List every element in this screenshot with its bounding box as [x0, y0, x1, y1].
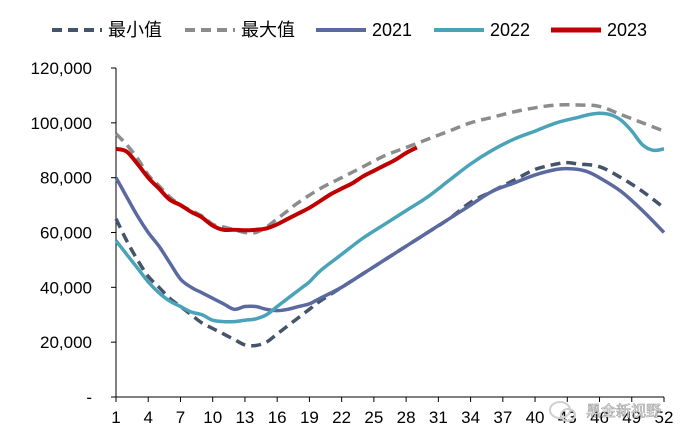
x-tick-label: 1 — [111, 408, 120, 427]
x-tick-label: 13 — [235, 408, 254, 427]
chart-series — [114, 103, 666, 348]
x-tick-label: 4 — [144, 408, 153, 427]
x-tick-label: 46 — [590, 408, 609, 427]
legend-label-最小值: 最小值 — [108, 20, 162, 40]
watermark-text: 黑金新视野 — [586, 402, 661, 420]
y-tick-label: 20,000 — [40, 333, 92, 352]
y-tick-label: 100,000 — [31, 114, 92, 133]
y-tick-label: - — [86, 388, 92, 407]
x-tick-label: 25 — [364, 408, 383, 427]
watermark: 黑金新视野 — [549, 401, 661, 422]
x-tick-label: 31 — [429, 408, 448, 427]
legend-label-2021: 2021 — [372, 20, 412, 40]
series-line-2022 — [114, 111, 665, 324]
chart-legend: 最小值 最大值 2021 2022 2023 — [52, 20, 647, 40]
series-line-2023 — [115, 145, 418, 233]
x-tick-label: 49 — [622, 408, 641, 427]
x-tick-label: 52 — [655, 408, 674, 427]
chart-axes: - 20,000 40,000 60,000 80,000 100,000 120,000 1… — [31, 59, 674, 427]
y-tick-label: 120,000 — [31, 59, 92, 78]
legend-label-2023: 2023 — [607, 20, 647, 40]
x-tick-label: 16 — [268, 408, 287, 427]
series-line-最大值 — [114, 103, 665, 235]
x-tick-label: 37 — [493, 408, 512, 427]
x-tick-label: 28 — [397, 408, 416, 427]
series-line-2021 — [114, 166, 666, 313]
legend-label-最大值: 最大值 — [241, 20, 295, 40]
y-tick-label: 80,000 — [40, 169, 92, 188]
x-tick-label: 34 — [461, 408, 480, 427]
x-tick-label: 10 — [203, 408, 222, 427]
y-tick-label: 60,000 — [40, 224, 92, 243]
chat-bubble-icon — [549, 401, 576, 422]
x-tick-label: 7 — [176, 408, 185, 427]
legend-label-2022: 2022 — [490, 20, 530, 40]
x-tick-label: 22 — [332, 408, 351, 427]
x-tick-label: 40 — [526, 408, 545, 427]
series-line-最小值 — [114, 160, 666, 348]
x-tick-label: 19 — [300, 408, 319, 427]
y-tick-label: 40,000 — [40, 278, 92, 297]
